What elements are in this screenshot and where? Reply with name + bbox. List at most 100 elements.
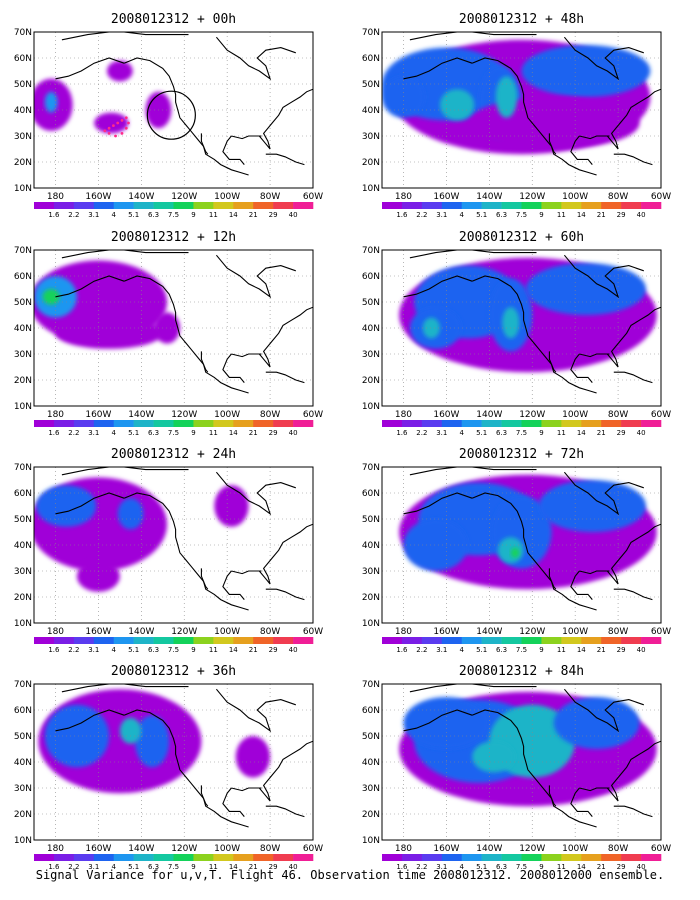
- lat-tick-label: 60N: [14, 706, 32, 716]
- variance-contour: [42, 289, 60, 305]
- colorbar-label: 11: [209, 211, 218, 219]
- lat-tick-label: 10N: [362, 619, 380, 629]
- colorbar-swatch: [421, 854, 443, 861]
- colorbar-swatch: [601, 202, 622, 209]
- coastline: [409, 32, 537, 41]
- coastline: [123, 492, 249, 611]
- coastline: [258, 523, 313, 585]
- variance-contour: [510, 547, 520, 558]
- lon-tick-label: 100W: [214, 410, 240, 420]
- lat-tick-label: 50N: [14, 732, 32, 742]
- colorbar-swatch: [153, 202, 174, 209]
- variance-contour: [538, 480, 646, 532]
- colorbar-swatch: [561, 854, 582, 861]
- colorbar-label: 40: [637, 429, 646, 437]
- panel-title: 2008012312 + 36h: [111, 664, 236, 679]
- map-panel: 2008012312 + 72h 70N 60N 50N 40N 30N 20N 10N 180…: [362, 447, 671, 654]
- colorbar-swatch: [93, 420, 115, 427]
- variance-field: [382, 250, 661, 406]
- coastline: [265, 588, 305, 601]
- colorbar-label: 6.3: [496, 429, 507, 437]
- lat-tick-label: 20N: [362, 376, 380, 386]
- colorbar-swatch: [233, 420, 254, 427]
- colorbar-swatch: [461, 854, 482, 861]
- colorbar-label: 29: [617, 211, 626, 219]
- coastline: [200, 351, 209, 373]
- coastline: [61, 467, 189, 476]
- lat-tick-label: 50N: [362, 515, 380, 525]
- colorbar-label: 14: [577, 429, 586, 437]
- lat-tick-label: 60N: [362, 489, 380, 499]
- colorbar-label: 14: [577, 211, 586, 219]
- coastline: [61, 32, 189, 41]
- variance-contour: [76, 560, 120, 592]
- coastline: [265, 153, 305, 166]
- lon-tick-label: 80W: [260, 410, 280, 420]
- colorbar-label: 29: [617, 646, 626, 654]
- colorbar-swatch: [501, 420, 522, 427]
- lon-tick-label: 120W: [171, 192, 197, 202]
- lat-tick-label: 70N: [14, 246, 32, 256]
- lat-tick-label: 70N: [14, 463, 32, 473]
- colorbar-swatch: [53, 202, 75, 209]
- lon-tick-label: 120W: [519, 410, 545, 420]
- lat-tick-label: 60N: [362, 706, 380, 716]
- colorbar-label: 21: [249, 863, 258, 871]
- colorbar-swatch: [401, 854, 423, 861]
- lon-tick-label: 160W: [433, 844, 459, 854]
- colorbar-label: 9: [539, 646, 543, 654]
- colorbar-label: 11: [557, 211, 566, 219]
- colorbar-swatch: [621, 637, 642, 644]
- coastline: [613, 588, 653, 601]
- coastline: [258, 740, 313, 802]
- lon-tick-label: 180: [47, 844, 64, 854]
- lon-tick-label: 100W: [562, 192, 588, 202]
- colorbar-swatch: [561, 202, 582, 209]
- colorbar-swatch: [193, 637, 214, 644]
- lat-tick-label: 50N: [362, 732, 380, 742]
- colorbar-label: 40: [637, 646, 646, 654]
- colorbar-label: 6.3: [496, 863, 507, 871]
- lon-tick-label: 120W: [519, 844, 545, 854]
- colorbar-label: 1.6: [48, 211, 60, 219]
- colorbar-label: 2.2: [416, 646, 427, 654]
- colorbar-swatch: [601, 854, 622, 861]
- coastline: [200, 568, 209, 590]
- colorbar-swatch: [541, 420, 562, 427]
- lat-tick-label: 70N: [362, 463, 380, 473]
- coastline: [200, 133, 209, 155]
- variance-contour: [521, 45, 651, 97]
- lat-tick-label: 30N: [362, 567, 380, 577]
- lat-tick-label: 50N: [362, 298, 380, 308]
- colorbar-label: 9: [191, 646, 195, 654]
- lon-tick-label: 80W: [608, 627, 628, 637]
- colorbar-swatch: [273, 854, 294, 861]
- colorbar-label: 11: [557, 863, 566, 871]
- coastline: [222, 787, 245, 817]
- figure-caption: Signal Variance for u,v,T. Flight 46. Ob…: [35, 868, 665, 882]
- coastline: [613, 371, 653, 384]
- lat-tick-label: 70N: [362, 680, 380, 690]
- colorbar-label: 6.3: [496, 646, 507, 654]
- colorbar-label: 21: [597, 863, 606, 871]
- lon-tick-label: 140W: [476, 627, 502, 637]
- colorbar-swatch: [253, 637, 274, 644]
- colorbar-swatch: [541, 202, 562, 209]
- lon-tick-label: 100W: [562, 627, 588, 637]
- lat-tick-label: 60N: [362, 272, 380, 282]
- colorbar-label: 40: [289, 429, 298, 437]
- lon-tick-label: 180: [395, 627, 412, 637]
- lat-tick-label: 20N: [362, 810, 380, 820]
- colorbar-label: 4: [459, 646, 464, 654]
- map-frame: [33, 249, 314, 407]
- colorbar-label: 11: [209, 429, 218, 437]
- colorbar-swatch: [213, 854, 234, 861]
- lon-tick-label: 180: [47, 627, 64, 637]
- colorbar-label: 4: [111, 429, 116, 437]
- coastline: [613, 805, 653, 818]
- variance-contour: [44, 704, 110, 768]
- flight-track-point: [112, 124, 115, 127]
- colorbar-label: 21: [249, 211, 258, 219]
- colorbar-swatch: [273, 420, 294, 427]
